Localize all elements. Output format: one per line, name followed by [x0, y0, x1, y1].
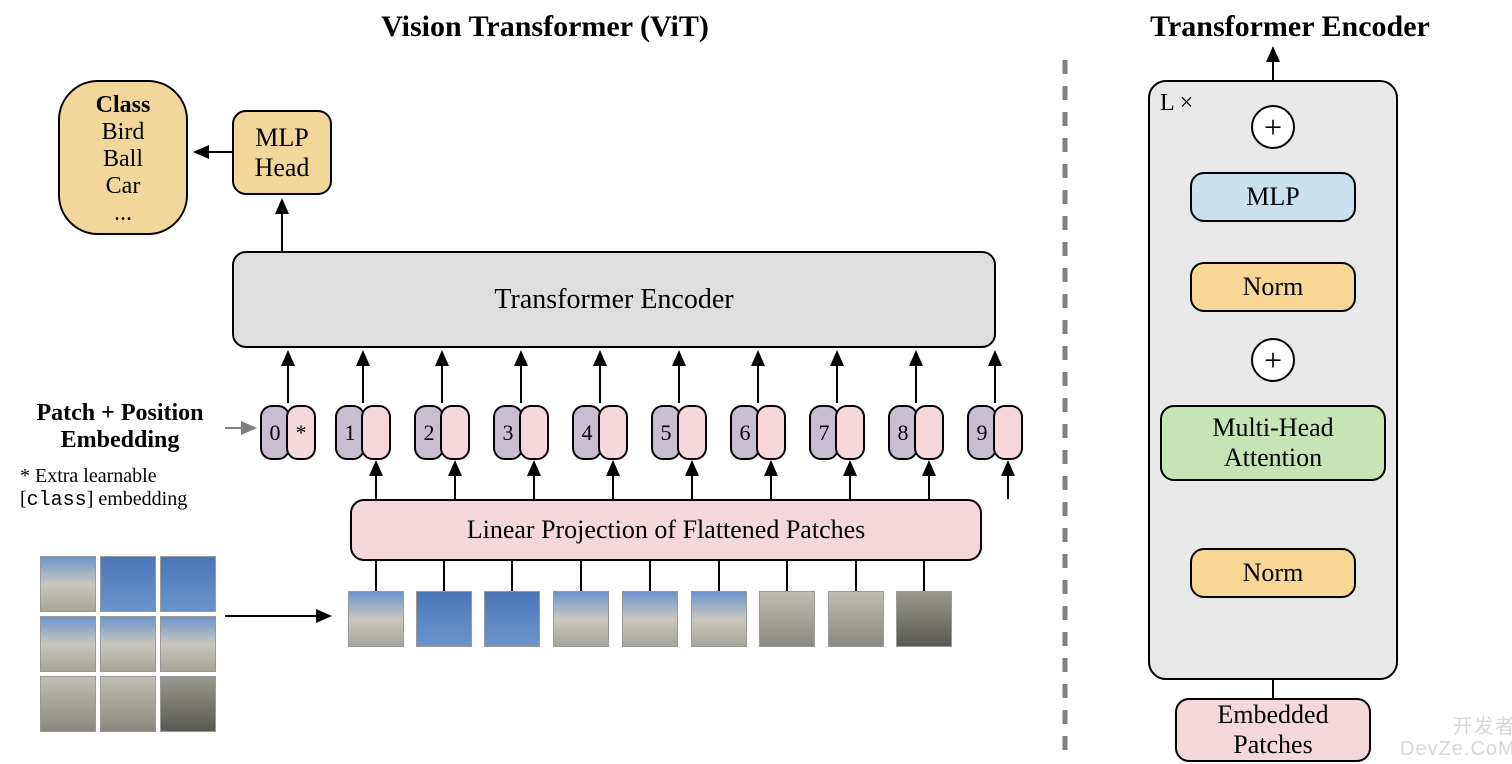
input-grid-patch	[100, 676, 156, 732]
embedded-patches-block: Embedded Patches	[1175, 698, 1371, 762]
residual-add-bottom: +	[1251, 338, 1295, 382]
input-grid-patch	[40, 676, 96, 732]
embedding-footnote: * Extra learnable[class] embedding	[20, 465, 187, 512]
footnote-bracket-open: [	[20, 488, 27, 510]
norm-top-block: Norm	[1190, 262, 1356, 312]
footnote-code: class	[27, 489, 87, 512]
patch-position-label: Patch + Position Embedding	[10, 400, 230, 454]
class-item: Bird	[82, 119, 164, 146]
mlp-head-box: MLP Head	[232, 110, 332, 195]
watermark: 开发者DevZe.CoM	[1400, 716, 1512, 760]
input-patch	[484, 591, 540, 647]
watermark-line-1: 开发者	[1400, 716, 1512, 738]
input-patch	[416, 591, 472, 647]
patch-embedding-pill	[756, 405, 786, 460]
patch-embedding-pill	[835, 405, 865, 460]
diagram-canvas: Vision Transformer (ViT) Transformer Enco…	[0, 0, 1512, 764]
input-patch	[622, 591, 678, 647]
residual-add-top: +	[1251, 105, 1295, 149]
input-grid-patch	[160, 616, 216, 672]
patch-embedding-pill	[914, 405, 944, 460]
title-left: Vision Transformer (ViT)	[310, 10, 780, 44]
input-grid-patch	[100, 616, 156, 672]
class-output-box: ClassBirdBallCar...	[58, 80, 188, 235]
input-patch	[828, 591, 884, 647]
multihead-attention-block: Multi-Head Attention	[1160, 405, 1386, 481]
input-grid-patch	[160, 556, 216, 612]
input-grid-patch	[40, 616, 96, 672]
footnote-line-1: * Extra learnable	[20, 465, 187, 488]
input-grid-patch	[160, 676, 216, 732]
norm-bottom-block: Norm	[1190, 548, 1356, 598]
lx-label: L ×	[1160, 90, 1193, 117]
class-item: Car	[82, 173, 164, 200]
class-item: ...	[82, 200, 164, 227]
patch-embedding-pill	[598, 405, 628, 460]
title-right: Transformer Encoder	[1100, 10, 1480, 44]
input-patch	[691, 591, 747, 647]
watermark-line-2: DevZe.CoM	[1400, 738, 1512, 760]
linear-projection-box: Linear Projection of Flattened Patches	[350, 499, 982, 561]
input-patch	[553, 591, 609, 647]
footnote-bracket-close: ] embedding	[87, 488, 188, 510]
input-patch	[348, 591, 404, 647]
input-grid-patch	[40, 556, 96, 612]
patch-embedding-pill	[993, 405, 1023, 460]
class-item: Ball	[82, 146, 164, 173]
input-patch	[896, 591, 952, 647]
mlp-block: MLP	[1190, 172, 1356, 222]
patch-embedding-pill	[519, 405, 549, 460]
transformer-encoder-box: Transformer Encoder	[232, 251, 996, 348]
patch-embedding-pill	[677, 405, 707, 460]
input-patch	[759, 591, 815, 647]
patch-embedding-pill	[361, 405, 391, 460]
patch-embedding-pill	[440, 405, 470, 460]
input-grid-patch	[100, 556, 156, 612]
class-title: Class	[82, 92, 164, 119]
footnote-line-2: [class] embedding	[20, 488, 187, 512]
patch-embedding-pill: *	[286, 405, 316, 460]
